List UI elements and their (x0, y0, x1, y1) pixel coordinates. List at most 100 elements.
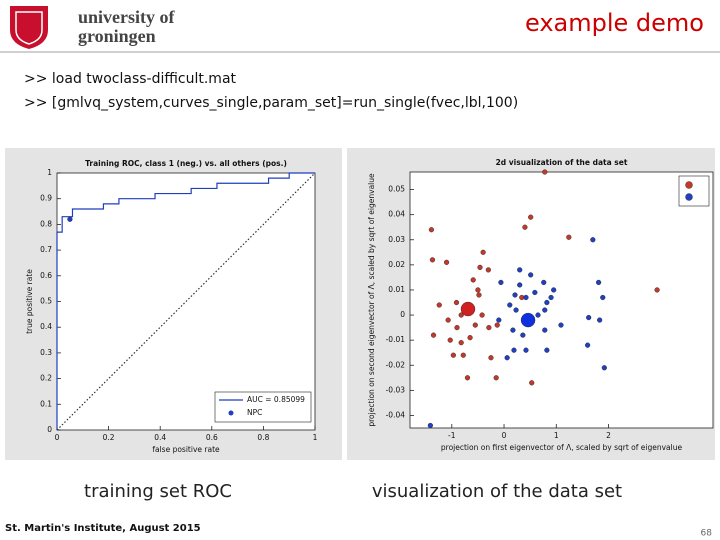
data-point (517, 282, 523, 288)
legend-swatch (228, 410, 234, 416)
legend-swatch (685, 193, 693, 201)
data-point (558, 322, 564, 328)
data-point (430, 332, 437, 338)
data-point (541, 279, 547, 286)
data-point (601, 365, 607, 371)
data-point (460, 301, 476, 317)
data-point (511, 347, 517, 353)
y-tick-label: -0.01 (386, 335, 406, 344)
data-point (597, 317, 603, 323)
x-tick-label: 0.6 (206, 433, 218, 442)
y-tick-label: 0.02 (388, 260, 405, 269)
y-tick-label: 0.01 (388, 285, 405, 294)
command-line: >> load twoclass-difficult.mat (24, 71, 237, 87)
data-point (585, 342, 591, 348)
data-point (523, 294, 529, 301)
data-point (548, 294, 554, 301)
x-axis-label: projection on first eigenvector of Λ, sc… (441, 443, 683, 452)
x-tick-label: 2 (606, 431, 611, 440)
data-point (476, 292, 482, 298)
y-tick-label: 0.8 (40, 219, 52, 228)
data-point (429, 257, 436, 263)
data-point (485, 267, 491, 273)
x-tick-label: 0 (502, 431, 507, 440)
data-point (480, 249, 486, 255)
data-point (529, 380, 535, 386)
data-point (522, 224, 528, 230)
legend-label: AUC = 0.85099 (247, 395, 305, 404)
data-point (595, 279, 602, 286)
data-point (458, 312, 464, 318)
data-point (507, 302, 513, 308)
y-tick-label: -0.03 (386, 385, 406, 394)
data-point (479, 312, 485, 318)
plot-area (409, 171, 714, 429)
x-tick-label: 0.8 (257, 433, 269, 442)
y-tick-label: 0.05 (388, 185, 405, 194)
legend-box (678, 175, 710, 207)
data-point (493, 375, 499, 381)
data-point (535, 312, 541, 318)
x-tick-label: 1 (313, 433, 318, 442)
data-point (460, 352, 466, 358)
y-tick-label: -0.02 (386, 360, 406, 369)
data-line (56, 172, 316, 431)
data-point (510, 327, 516, 333)
y-tick-label: 0.2 (40, 374, 52, 383)
data-point (654, 287, 660, 293)
data-point (450, 352, 456, 358)
data-point (475, 287, 481, 293)
data-point (532, 289, 538, 296)
footer-text: St. Martin's Institute, August 2015 (5, 523, 201, 534)
legend-swatch (685, 181, 693, 189)
y-tick-label: 0.5 (40, 297, 52, 306)
data-point (542, 169, 548, 175)
data-point (458, 340, 464, 346)
y-tick-label: 0.7 (40, 245, 52, 254)
data-point (467, 335, 473, 341)
y-tick-label: 0.4 (40, 322, 52, 331)
data-point (590, 237, 596, 243)
data-point (542, 327, 548, 333)
data-point (477, 264, 483, 270)
y-tick-label: 0.04 (388, 210, 405, 219)
data-point (542, 307, 548, 313)
data-point (600, 294, 606, 301)
x-axis-label: false positive rate (152, 445, 220, 454)
legend-box (214, 391, 312, 423)
crest-detail (15, 11, 43, 45)
y-tick-label: 1 (47, 168, 52, 177)
data-point (551, 287, 557, 293)
data-point (486, 325, 492, 331)
data-point (454, 325, 460, 331)
y-tick-label: 0.1 (40, 399, 52, 408)
caption: training set ROC (84, 481, 232, 502)
data-point (427, 422, 433, 429)
data-point (586, 314, 592, 321)
data-point (443, 259, 450, 265)
data-point (544, 299, 550, 306)
data-point (520, 312, 536, 328)
caption: visualization of the data set (372, 481, 622, 502)
data-point (528, 214, 534, 220)
y-tick-label: 0.3 (40, 348, 52, 357)
x-tick-label: 1 (554, 431, 559, 440)
y-axis-label: projection on second eigenvector of Λ, s… (367, 173, 376, 427)
data-point (447, 337, 453, 343)
data-point (498, 279, 504, 286)
y-tick-label: 0 (47, 425, 52, 434)
data-point (517, 267, 523, 273)
data-point (544, 347, 550, 353)
legend-label: NPC (247, 408, 262, 417)
chart-title: Training ROC, class 1 (neg.) vs. all oth… (85, 159, 287, 168)
university-city: groningen (78, 26, 156, 46)
data-point (470, 277, 476, 283)
x-tick-label: 0.4 (154, 433, 166, 442)
data-point (453, 299, 460, 306)
command-line: >> [gmlvq_system,curves_single,param_set… (24, 95, 518, 111)
data-point (472, 322, 478, 328)
x-tick-label: -1 (448, 431, 456, 440)
data-point (528, 272, 534, 278)
x-tick-label: 0 (55, 433, 60, 442)
